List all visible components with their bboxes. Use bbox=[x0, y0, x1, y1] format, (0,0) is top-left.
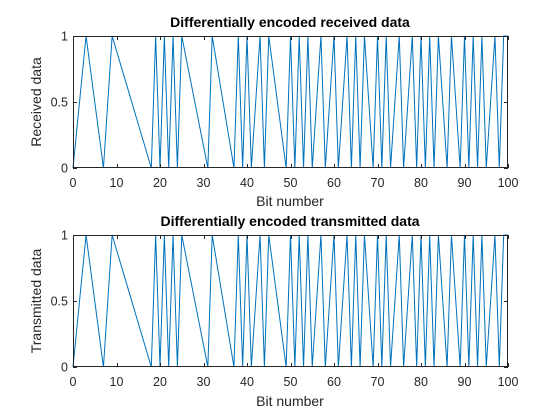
transmitted-x-tick-label: 0 bbox=[70, 375, 77, 389]
received-y-tick-label: 0.5 bbox=[51, 96, 68, 110]
transmitted-chart-title: Differentially encoded transmitted data bbox=[160, 213, 419, 229]
received-x-tick-label: 30 bbox=[197, 176, 211, 190]
received-x-tick-label: 40 bbox=[240, 176, 254, 190]
transmitted-x-tick-label: 30 bbox=[197, 375, 211, 389]
transmitted-x-tick-label: 50 bbox=[284, 375, 298, 389]
transmitted-y-tick-label: 0.5 bbox=[51, 295, 68, 309]
received-x-tick-label: 20 bbox=[153, 176, 167, 190]
received-y-tick-label: 1 bbox=[61, 30, 68, 44]
received-chart-title: Differentially encoded received data bbox=[170, 14, 410, 30]
received-x-tick-label: 60 bbox=[327, 176, 341, 190]
transmitted-y-tick-label: 1 bbox=[61, 229, 68, 243]
transmitted-x-tick-label: 10 bbox=[110, 375, 124, 389]
transmitted-x-axis-label: Bit number bbox=[256, 393, 324, 409]
transmitted-x-tick-label: 40 bbox=[240, 375, 254, 389]
received-y-axis-label: Received data bbox=[28, 57, 44, 147]
transmitted-x-tick-label: 90 bbox=[458, 375, 472, 389]
transmitted-x-tick-label: 60 bbox=[327, 375, 341, 389]
received-x-axis-label: Bit number bbox=[256, 193, 324, 209]
transmitted-x-tick-label: 80 bbox=[414, 375, 428, 389]
transmitted-y-axis-label: Transmitted data bbox=[28, 249, 44, 354]
transmitted-plot-area bbox=[73, 235, 508, 367]
received-x-tick-label: 50 bbox=[284, 176, 298, 190]
transmitted-x-tick-label: 70 bbox=[371, 375, 385, 389]
transmitted-data-axes: Differentially encoded transmitted data … bbox=[28, 213, 518, 409]
received-x-tick-label: 80 bbox=[414, 176, 428, 190]
received-x-tick-label: 0 bbox=[70, 176, 77, 190]
received-data-axes: Differentially encoded received data Bit… bbox=[28, 14, 518, 209]
received-x-tick-label: 100 bbox=[498, 176, 519, 190]
received-x-tick-label: 10 bbox=[110, 176, 124, 190]
transmitted-x-tick-label: 100 bbox=[498, 375, 519, 389]
received-y-tick-label: 0 bbox=[61, 162, 68, 176]
transmitted-x-tick-label: 20 bbox=[153, 375, 167, 389]
transmitted-y-tick-label: 0 bbox=[61, 361, 68, 375]
received-x-tick-label: 90 bbox=[458, 176, 472, 190]
received-plot-area bbox=[73, 36, 508, 168]
received-x-tick-label: 70 bbox=[371, 176, 385, 190]
